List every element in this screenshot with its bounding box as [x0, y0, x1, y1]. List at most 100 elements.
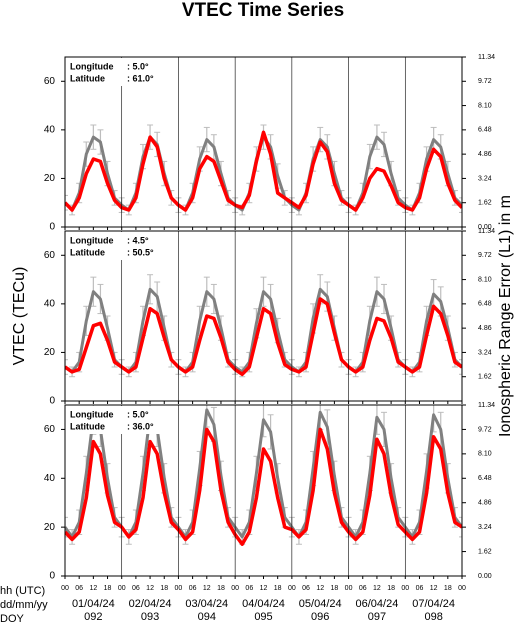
annotation-label: Latitude	[70, 247, 105, 257]
y2-tick-label: 4.86	[478, 151, 492, 158]
x-tick-label: 12	[430, 585, 438, 592]
day-doy: 096	[311, 611, 329, 623]
y2-tick-label: 3.24	[478, 524, 492, 531]
x-tick-label: 12	[203, 585, 211, 592]
day-doy: 097	[368, 611, 386, 623]
x-tick-label: 00	[118, 585, 126, 592]
x-tick-label: 00	[61, 585, 69, 592]
error-bar	[65, 516, 68, 538]
x-tick-label: 06	[132, 585, 140, 592]
series-line	[65, 130, 462, 212]
x-tick-label: 18	[444, 585, 452, 592]
y2-tick-label: 6.48	[478, 127, 492, 134]
day-doy: 094	[198, 611, 216, 623]
y2-tick-label: 0.00	[478, 224, 492, 231]
y2-tick-label: 11.34	[478, 54, 495, 61]
y2-tick-label: 4.86	[478, 500, 492, 507]
x-tick-label: 06	[359, 585, 367, 592]
day-date: 02/04/24	[129, 598, 172, 610]
y-tick-label: 0	[49, 222, 55, 233]
chart-title: VTEC Time Series	[182, 0, 344, 21]
x-tick-label: 06	[189, 585, 197, 592]
error-bar	[65, 194, 68, 211]
y-tick-label: 60	[44, 76, 56, 87]
annotation-label: Longitude	[70, 409, 114, 419]
y2-tick-label: 1.62	[478, 374, 492, 381]
annotation-label: Latitude	[70, 421, 105, 431]
x-tick-label: 06	[245, 585, 253, 592]
x-row-label: DOY	[0, 613, 25, 623]
plot-area	[65, 124, 462, 216]
y-tick-label: 0	[49, 396, 55, 407]
annotation-value: : 50.5°	[127, 247, 154, 257]
x-tick-label: 00	[175, 585, 183, 592]
y2-tick-label: 8.10	[478, 451, 492, 458]
x-tick-label: 12	[89, 585, 97, 592]
annotation-value: : 5.0°	[127, 61, 149, 71]
x-tick-label: 18	[217, 585, 225, 592]
y-tick-label: 20	[44, 347, 56, 358]
y-tick-label: 20	[44, 173, 56, 184]
x-tick-label: 12	[146, 585, 154, 592]
plot-area	[65, 274, 462, 378]
x-tick-label: 06	[302, 585, 310, 592]
y2-tick-label: 1.62	[478, 548, 492, 555]
y-tick-label: 20	[44, 522, 56, 533]
y-tick-label: 40	[44, 298, 56, 309]
annotation-value: : 5.0°	[127, 409, 149, 419]
y2-tick-label: 9.72	[478, 426, 492, 433]
x-tick-label: 12	[373, 585, 381, 592]
day-date: 01/04/24	[72, 598, 115, 610]
day-doy: 093	[141, 611, 159, 623]
day-date: 05/04/24	[299, 598, 342, 610]
y-tick-label: 60	[44, 424, 56, 435]
y-axis-label: VTEC (TECu)	[11, 267, 28, 366]
day-date: 04/04/24	[242, 598, 285, 610]
y-tick-label: 60	[44, 250, 56, 261]
y-tick-label: 40	[44, 124, 56, 135]
annotation-value: : 36.0°	[127, 421, 154, 431]
panel-frame	[64, 230, 463, 402]
annotation-value: : 4.5°	[127, 235, 149, 245]
y-tick-label: 40	[44, 473, 56, 484]
error-bar	[459, 359, 462, 375]
panel-frame	[64, 404, 463, 577]
annotation-box	[66, 58, 176, 86]
x-tick-label: 12	[260, 585, 268, 592]
annotation-box	[66, 232, 176, 260]
y2-axis-label: Ionospheric Range Error (L1) in m	[497, 195, 514, 437]
x-tick-label: 00	[458, 585, 466, 592]
x-row-label: dd/mm/yy	[0, 599, 48, 611]
y2-tick-label: 0.00	[478, 573, 492, 580]
x-tick-label: 00	[401, 585, 409, 592]
x-tick-label: 00	[288, 585, 296, 592]
series-line	[65, 297, 462, 377]
x-tick-label: 18	[104, 585, 112, 592]
x-tick-label: 12	[316, 585, 324, 592]
error-bar	[459, 197, 462, 213]
day-date: 07/04/24	[412, 598, 455, 610]
y2-tick-label: 3.24	[478, 349, 492, 356]
annotation-label: Longitude	[70, 61, 114, 71]
annotation-label: Longitude	[70, 235, 114, 245]
x-tick-label: 18	[387, 585, 395, 592]
error-bar	[459, 516, 462, 538]
annotation-value: : 61.0°	[127, 73, 154, 83]
x-tick-label: 18	[274, 585, 282, 592]
y2-tick-label: 4.86	[478, 325, 492, 332]
day-date: 03/04/24	[185, 598, 228, 610]
x-tick-label: 06	[75, 585, 83, 592]
x-tick-label: 06	[416, 585, 424, 592]
y2-tick-label: 8.10	[478, 102, 492, 109]
y2-tick-label: 8.10	[478, 276, 492, 283]
y2-tick-label: 9.72	[478, 252, 492, 259]
panel-frame	[64, 56, 463, 228]
x-row-label: hh (UTC)	[0, 585, 45, 597]
y2-tick-label: 11.34	[478, 228, 495, 235]
x-tick-label: 18	[160, 585, 168, 592]
error-bar	[65, 359, 68, 375]
y2-tick-label: 11.34	[478, 402, 495, 409]
y2-tick-label: 3.24	[478, 175, 492, 182]
y2-tick-label: 6.48	[478, 301, 492, 308]
x-tick-label: 00	[345, 585, 353, 592]
